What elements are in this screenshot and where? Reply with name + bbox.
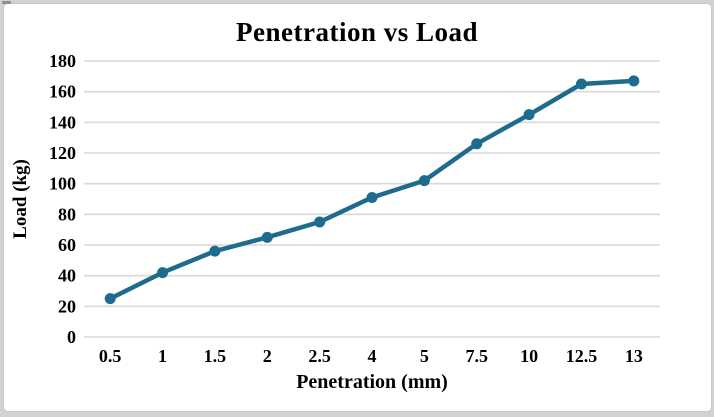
data-point-marker <box>418 175 430 187</box>
x-tick-label: 4 <box>368 346 377 366</box>
x-tick-label: 10 <box>520 346 538 366</box>
data-point-marker <box>471 138 483 150</box>
x-tick-label: 5 <box>420 346 429 366</box>
x-tick-label: 2 <box>263 346 272 366</box>
y-tick-label: 120 <box>49 143 76 163</box>
x-tick-label: 7.5 <box>465 346 488 366</box>
data-point-marker <box>209 245 221 257</box>
x-tick-label: 13 <box>625 346 643 366</box>
data-point-marker <box>366 191 378 203</box>
y-tick-label: 140 <box>49 112 76 132</box>
data-point-marker <box>314 216 326 228</box>
y-tick-label: 20 <box>58 296 76 316</box>
x-tick-label: 12.5 <box>566 346 598 366</box>
x-tick-label: 1 <box>158 346 167 366</box>
data-point-marker <box>628 75 640 87</box>
y-tick-label: 180 <box>49 51 76 71</box>
y-tick-label: 0 <box>67 327 76 347</box>
chart-canvas <box>3 3 712 412</box>
data-point-marker <box>575 78 587 90</box>
y-tick-label: 60 <box>58 235 76 255</box>
y-tick-label: 100 <box>49 174 76 194</box>
y-tick-label: 80 <box>58 204 76 224</box>
x-tick-label: 2.5 <box>308 346 331 366</box>
data-point-marker <box>261 231 273 243</box>
series-line <box>107 78 637 301</box>
y-tick-label: 160 <box>49 82 76 102</box>
data-point-marker <box>157 267 169 279</box>
data-point-marker <box>523 109 535 121</box>
x-tick-label: 0.5 <box>99 346 122 366</box>
data-point-marker <box>104 293 116 305</box>
x-axis-title: Penetration (mm) <box>296 371 448 393</box>
y-tick-label: 40 <box>58 266 76 286</box>
x-tick-label: 1.5 <box>204 346 227 366</box>
chart-title: Penetration vs Load <box>236 17 478 47</box>
corner-artifact <box>2 1 11 4</box>
